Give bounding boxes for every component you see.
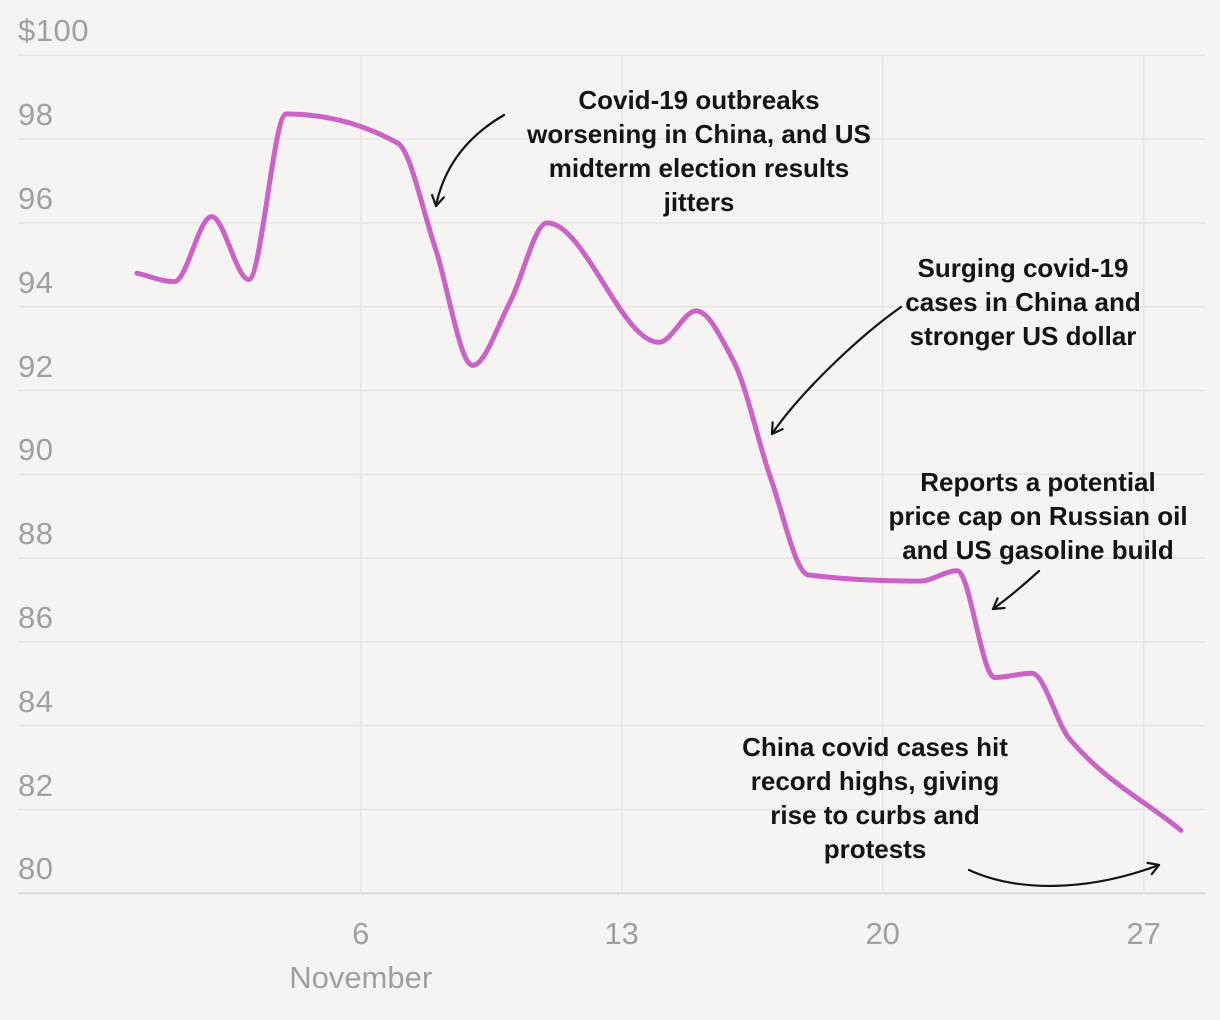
y-tick-label: 82: [18, 767, 54, 803]
x-axis-month-label: November: [289, 960, 433, 995]
x-tick-label: 13: [604, 916, 639, 951]
annotation-text: Covid-19 outbreaks worsening in China, a…: [527, 85, 871, 217]
price-line: [134, 111, 1184, 833]
x-tick-label: 6: [352, 916, 370, 951]
x-tick-label: 27: [1126, 916, 1161, 951]
y-tick-label: 92: [18, 348, 54, 384]
y-tick-label: 84: [18, 683, 54, 719]
annotation-text: Reports a potential price cap on Russian…: [888, 467, 1188, 565]
annotation-text: China covid cases hit record highs, givi…: [742, 732, 1008, 864]
y-tick-label: 96: [18, 180, 54, 216]
y-tick-label: 90: [18, 432, 54, 468]
y-tick-label: $100: [18, 13, 89, 49]
annotation-arrow: [770, 305, 903, 436]
y-tick-label: 86: [18, 599, 54, 635]
x-tick-label: 20: [865, 916, 900, 951]
annotation-arrows: [430, 113, 1161, 888]
annotation-text: Surging covid-19 cases in China and stro…: [905, 253, 1141, 351]
annotation-arrow: [430, 113, 506, 208]
y-tick-label: 94: [18, 264, 54, 300]
y-tick-label: 88: [18, 516, 54, 552]
annotation-arrow: [967, 861, 1161, 888]
y-tick-label: 80: [18, 851, 54, 887]
annotation-arrow: [991, 569, 1041, 611]
gridlines: [18, 54, 1205, 895]
y-tick-label: 98: [18, 97, 54, 133]
